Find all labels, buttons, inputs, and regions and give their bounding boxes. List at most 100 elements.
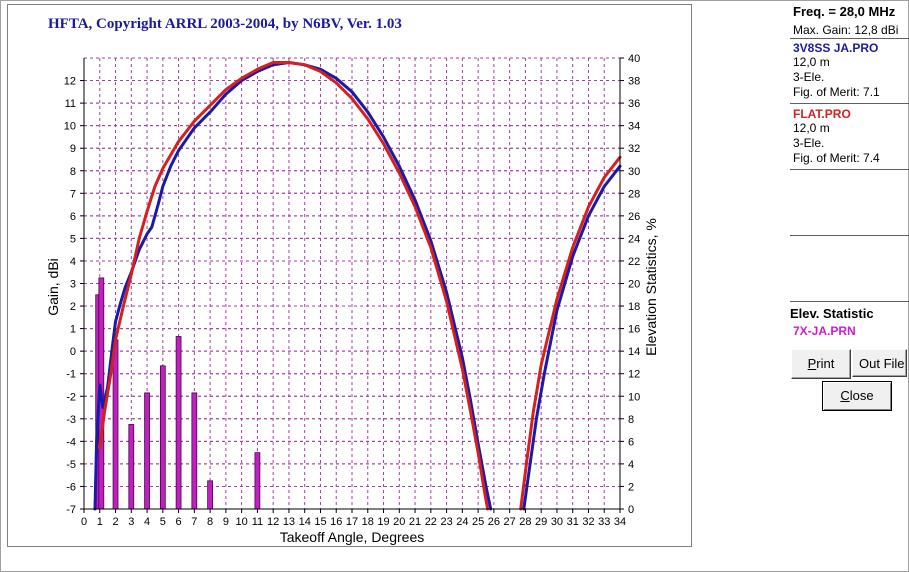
x-tick-label: 17	[346, 516, 358, 528]
y-tick-label: 11	[65, 98, 76, 110]
x-tick-label: 5	[160, 516, 166, 528]
y2-tick-label: 16	[628, 324, 640, 336]
y-tick-label: -6	[66, 481, 76, 493]
elevation-bar	[191, 392, 198, 510]
y-tick-label: 12	[64, 76, 76, 88]
elevation-bar	[175, 336, 182, 510]
y2-tick-label: 28	[628, 188, 640, 200]
x-tick-label: 18	[362, 516, 374, 528]
axes: 0 1 2 3 4 5 6 7 8 9 10 11 12 13 14 15 16 17 18 19 20 21 22 23 24…	[64, 53, 641, 528]
y-tick-label: 9	[70, 143, 76, 155]
y2-tick-label: 12	[628, 369, 640, 381]
series-line	[519, 155, 622, 511]
gain-lines	[93, 61, 622, 511]
x-axis-label: Takeoff Angle, Degrees	[280, 529, 425, 545]
elevation-statistic-title: Elev. Statistic	[790, 306, 874, 321]
x-tick-label: 26	[488, 516, 500, 528]
y2-tick-label: 2	[628, 481, 634, 493]
y2-tick-label: 32	[628, 143, 640, 155]
y2-tick-label: 38	[628, 76, 640, 88]
y2-tick-label: 26	[628, 211, 640, 223]
x-tick-label: 24	[456, 516, 468, 528]
series-line	[93, 61, 493, 511]
y2-tick-label: 18	[628, 301, 640, 313]
divider	[790, 103, 909, 104]
y2-tick-label: 30	[628, 166, 640, 178]
x-tick-label: 7	[191, 516, 197, 528]
x-tick-label: 12	[267, 516, 279, 528]
y2-tick-label: 40	[628, 53, 640, 65]
frequency-label: Freq. = 28,0 MHz	[793, 4, 896, 19]
antenna-type: 3-Ele.	[793, 136, 825, 150]
elevation-bar	[112, 339, 119, 510]
x-tick-label: 2	[112, 516, 118, 528]
max-gain-label: Max. Gain: 12,8 dBi	[793, 23, 899, 37]
y-tick-label: 7	[70, 188, 76, 200]
x-tick-label: 31	[567, 516, 579, 528]
y2-tick-label: 4	[628, 459, 634, 471]
y-tick-label: -7	[66, 504, 76, 516]
plot-panel: HFTA, Copyright ARRL 2003-2004, by N6BV,…	[7, 4, 692, 547]
series-line	[98, 61, 490, 511]
x-tick-label: 6	[176, 516, 182, 528]
y2-tick-label: 20	[628, 279, 640, 291]
y-tick-label: -1	[66, 369, 76, 381]
y2-tick-label: 8	[628, 414, 634, 426]
divider	[790, 235, 909, 236]
print-button[interactable]: Print	[791, 349, 851, 379]
elevation-bar	[159, 365, 166, 510]
chart-title: HFTA, Copyright ARRL 2003-2004, by N6BV,…	[48, 16, 402, 32]
x-tick-label: 25	[472, 516, 484, 528]
x-tick-label: 27	[504, 516, 516, 528]
x-tick-label: 30	[551, 516, 563, 528]
y2-tick-label: 14	[628, 346, 640, 358]
y-tick-label: -5	[66, 459, 76, 471]
x-tick-label: 21	[409, 516, 421, 528]
elevation-pattern-chart: HFTA, Copyright ARRL 2003-2004, by N6BV,…	[45, 16, 659, 545]
antenna-name: FLAT.PRO	[793, 107, 851, 121]
x-tick-label: 9	[223, 516, 229, 528]
x-tick-label: 14	[299, 516, 311, 528]
y-tick-label: 10	[64, 121, 76, 133]
x-tick-label: 15	[314, 516, 326, 528]
x-tick-label: 20	[393, 516, 405, 528]
y-tick-label: 6	[70, 211, 76, 223]
x-tick-label: 8	[207, 516, 213, 528]
divider	[790, 38, 909, 39]
antenna-info-2: FLAT.PRO 12,0 m 3-Ele. Fig. of Merit: 7.…	[793, 107, 880, 166]
y-tick-label: -2	[66, 391, 76, 403]
series-line	[522, 164, 622, 511]
antenna-name: 3V8SS JA.PRO	[793, 41, 879, 55]
y2-tick-label: 24	[628, 233, 640, 245]
divider	[790, 301, 909, 302]
y-tick-label: -3	[66, 414, 76, 426]
elevation-bar	[128, 424, 135, 510]
divider	[790, 169, 909, 170]
y-axis-label: Gain, dBi	[45, 258, 61, 316]
close-button[interactable]: Close	[822, 381, 892, 411]
x-tick-label: 0	[81, 516, 87, 528]
elevation-bar	[254, 452, 261, 510]
y2-tick-label: 6	[628, 436, 634, 448]
x-tick-label: 10	[236, 516, 248, 528]
y-tick-label: 4	[70, 256, 76, 268]
y-tick-label: 8	[70, 166, 76, 178]
figure-of-merit: Fig. of Merit: 7.4	[793, 151, 880, 165]
y2-tick-label: 22	[628, 256, 640, 268]
y2-tick-label: 34	[628, 121, 640, 133]
figure-of-merit: Fig. of Merit: 7.1	[793, 85, 880, 99]
elevation-bar	[144, 392, 150, 510]
out-file-button[interactable]: Out File	[852, 349, 907, 377]
y-tick-label: 3	[70, 279, 76, 291]
x-tick-label: 11	[252, 516, 263, 528]
y-tick-label: 0	[70, 346, 76, 358]
x-tick-label: 13	[283, 516, 295, 528]
x-tick-label: 32	[582, 516, 594, 528]
grid	[84, 57, 621, 510]
x-tick-label: 34	[614, 516, 626, 528]
x-tick-label: 33	[598, 516, 610, 528]
y-tick-label: -4	[66, 436, 76, 448]
x-tick-label: 1	[97, 516, 103, 528]
elevation-bar	[207, 480, 213, 510]
x-tick-label: 4	[144, 516, 150, 528]
